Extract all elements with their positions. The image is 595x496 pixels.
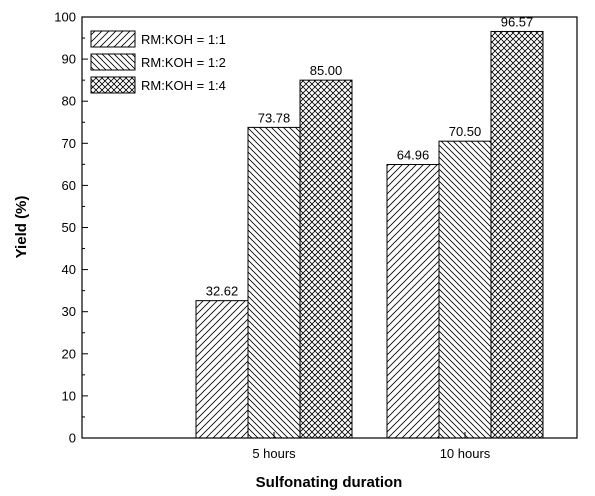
y-tick-label: 90 bbox=[62, 52, 76, 67]
bar-series-3-0 bbox=[299, 79, 353, 439]
y-tick-label: 20 bbox=[62, 346, 76, 361]
y-tick-label: 50 bbox=[62, 220, 76, 235]
y-tick-label: 70 bbox=[62, 136, 76, 151]
legend-swatch bbox=[90, 30, 136, 48]
y-tick-label: 100 bbox=[54, 10, 76, 25]
legend-swatch bbox=[90, 53, 136, 71]
legend-label: RM:KOH = 1:1 bbox=[141, 32, 226, 47]
bar-series-3-1 bbox=[490, 30, 544, 439]
bar-value-label: 85.00 bbox=[310, 63, 343, 78]
y-axis: 0 10 20 30 40 50 60 70 80 90 100 bbox=[54, 10, 88, 446]
y-tick-label: 60 bbox=[62, 178, 76, 193]
data-labels-layer: 32.62 73.78 85.00 64.96 70.50 96.57 bbox=[206, 14, 534, 298]
legend-label: RM:KOH = 1:2 bbox=[141, 55, 226, 70]
y-tick-label: 10 bbox=[62, 388, 76, 403]
y-tick-label: 40 bbox=[62, 262, 76, 277]
bar-series-1-0 bbox=[195, 300, 249, 439]
y-axis-title: Yield (%) bbox=[13, 196, 30, 259]
x-tick-label: 5 hours bbox=[252, 446, 296, 461]
y-tick-label: 30 bbox=[62, 304, 76, 319]
x-axis: 5 hours 10 hours bbox=[252, 432, 491, 461]
bar-value-label: 70.50 bbox=[449, 124, 482, 139]
legend: RM:KOH = 1:1 RM:KOH = 1:2 RM:KOH = 1:4 bbox=[90, 30, 226, 94]
y-tick-label: 0 bbox=[69, 431, 76, 446]
bar-value-label: 73.78 bbox=[258, 110, 291, 125]
bars-layer bbox=[195, 30, 544, 439]
bar-value-label: 32.62 bbox=[206, 284, 239, 299]
legend-label: RM:KOH = 1:4 bbox=[141, 78, 226, 93]
y-tick-label: 80 bbox=[62, 94, 76, 109]
x-axis-title: Sulfonating duration bbox=[256, 474, 403, 491]
bar-series-2-1 bbox=[438, 140, 492, 439]
bar-series-1-1 bbox=[386, 164, 440, 439]
bar-series-2-0 bbox=[247, 126, 301, 439]
legend-swatch bbox=[90, 76, 136, 94]
x-tick-label: 10 hours bbox=[440, 446, 491, 461]
bar-value-label: 96.57 bbox=[501, 14, 534, 29]
bar-value-label: 64.96 bbox=[397, 148, 430, 163]
